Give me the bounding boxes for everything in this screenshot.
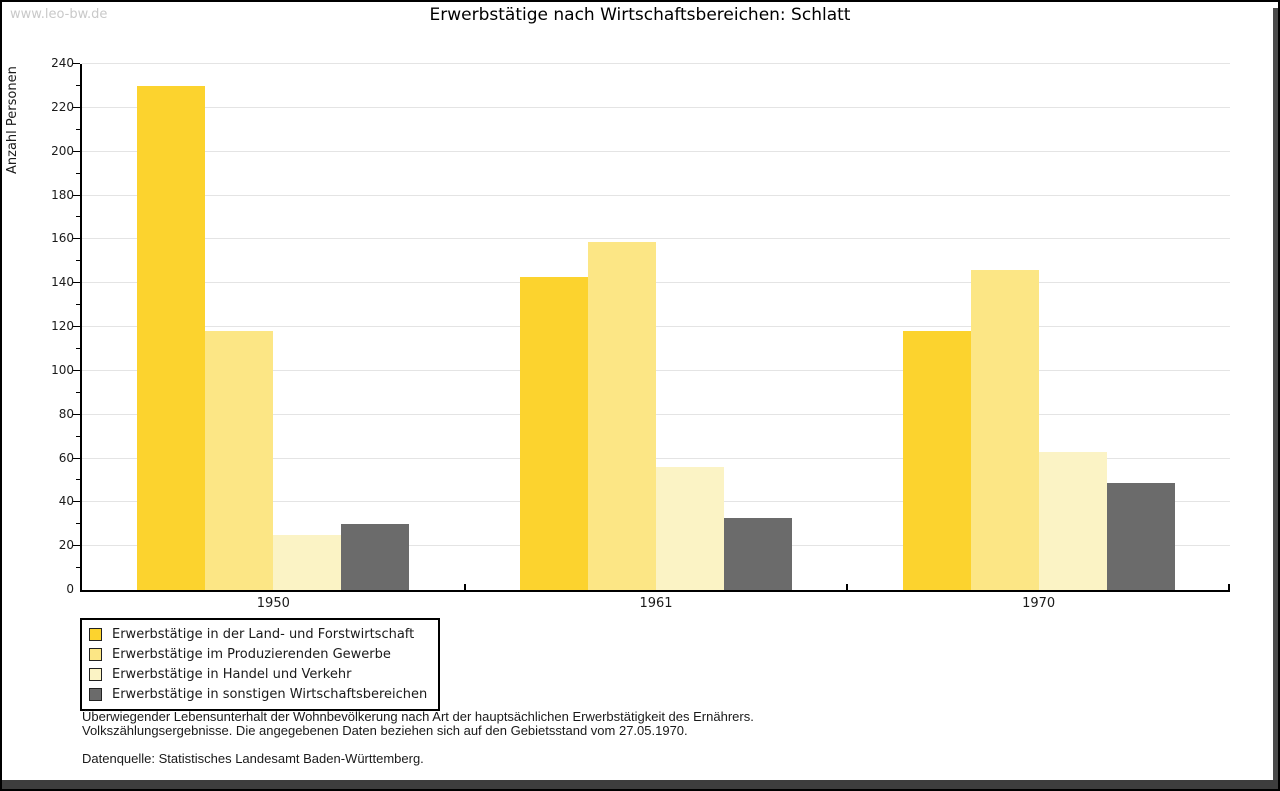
x-tick-label-1970: 1970 (1022, 596, 1056, 611)
x-boundary-tick-1 (463, 584, 466, 590)
bar-1961-series-1 (520, 276, 588, 590)
x-boundary-tick-2 (846, 584, 849, 590)
y-tick-label-20: 20 (58, 538, 74, 553)
gridline-200 (82, 150, 1230, 152)
y-tick-210 (76, 128, 80, 130)
legend-label-4: Erwerbstätige in sonstigen Wirtschaftsbe… (112, 686, 428, 702)
legend-item-1: Erwerbstätige in der Land- und Forstwirt… (89, 624, 427, 644)
bar-1950-series-1 (137, 85, 206, 590)
y-tick-20 (73, 545, 80, 547)
y-tick-label-220: 220 (51, 99, 74, 114)
gridline-220 (82, 106, 1230, 108)
y-tick-label-80: 80 (58, 406, 74, 421)
gridline-160 (82, 238, 1230, 240)
x-boundary-tick-end (1228, 584, 1230, 590)
legend-swatch-4 (89, 687, 102, 701)
chart-title: Erwerbstätige nach Wirtschaftsbereichen:… (429, 5, 851, 25)
gridline-60 (82, 457, 1230, 459)
bar-1961-series-3 (656, 467, 724, 590)
y-tick-140 (73, 282, 80, 284)
y-tick-190 (76, 172, 80, 174)
gridline-140 (82, 282, 1230, 284)
y-tick-label-40: 40 (58, 494, 74, 509)
y-tick-230 (76, 84, 80, 86)
bar-1970-series-3 (1038, 451, 1107, 590)
y-tick-60 (73, 457, 80, 459)
y-tick-180 (73, 194, 80, 196)
y-tick-70 (76, 435, 80, 437)
legend-label-3: Erwerbstätige in Handel und Verkehr (112, 666, 352, 682)
bar-1950-series-4 (341, 524, 410, 590)
legend-swatch-3 (89, 667, 102, 681)
gridline-180 (82, 194, 1230, 196)
x-tick-label-1961: 1961 (639, 596, 673, 611)
y-tick-150 (76, 260, 80, 262)
y-tick-110 (76, 347, 80, 349)
y-tick-label-0: 0 (66, 582, 74, 596)
gridline-80 (82, 413, 1230, 415)
footnote-line-2: Volkszählungsergebnisse. Die angegebenen… (82, 722, 688, 738)
footnote-block: Überwiegender Lebensunterhalt der Wohnbe… (82, 710, 754, 766)
frame-shadow-right (1273, 8, 1278, 789)
y-tick-label-100: 100 (51, 362, 74, 377)
y-tick-220 (73, 106, 80, 108)
gridline-120 (82, 326, 1230, 327)
x-tick-label-1950: 1950 (256, 596, 290, 611)
y-tick-label-140: 140 (51, 275, 74, 290)
bar-1950-series-3 (273, 535, 342, 590)
y-tick-130 (76, 304, 80, 306)
y-tick-label-200: 200 (51, 143, 74, 158)
legend-item-3: Erwerbstätige in Handel und Verkehr (89, 664, 427, 684)
y-tick-label-160: 160 (51, 231, 74, 246)
y-tick-50 (76, 479, 80, 481)
legend-item-2: Erwerbstätige im Produzierenden Gewerbe (89, 644, 427, 664)
legend-label-1: Erwerbstätige in der Land- und Forstwirt… (112, 626, 415, 642)
plot-area: 0 20 40 60 80 100 120 140 160 180 200 220 240 1950 196… (51, 56, 1230, 611)
legend-swatch-2 (89, 647, 102, 661)
y-tick-label-240: 240 (51, 56, 74, 70)
data-source-line: Datenquelle: Statistisches Landesamt Bad… (82, 751, 424, 766)
y-tick-90 (76, 391, 80, 393)
legend-box: Erwerbstätige in der Land- und Forstwirt… (80, 618, 441, 711)
bar-1970-series-1 (902, 331, 971, 590)
frame-shadow-bottom (2, 780, 1278, 789)
legend-label-2: Erwerbstätige im Produzierenden Gewerbe (112, 646, 391, 662)
y-tick-120 (73, 326, 80, 327)
bar-1950-series-2 (205, 331, 274, 590)
y-tick-30 (76, 523, 80, 525)
gridline-240 (82, 63, 1230, 64)
legend-item-4: Erwerbstätige in sonstigen Wirtschaftsbe… (89, 684, 427, 704)
watermark: www.leo-bw.de (10, 7, 108, 22)
footnote-line-1: Überwiegender Lebensunterhalt der Wohnbe… (82, 709, 754, 724)
y-tick-10 (76, 567, 80, 569)
y-tick-170 (76, 216, 80, 218)
y-tick-200 (73, 150, 80, 152)
y-tick-40 (73, 501, 80, 503)
y-tick-label-120: 120 (51, 319, 74, 333)
y-tick-100 (73, 369, 80, 371)
bar-1970-series-2 (970, 270, 1039, 590)
y-tick-label-180: 180 (51, 187, 74, 202)
y-tick-80 (73, 413, 80, 415)
bar-1961-series-4 (724, 517, 792, 590)
gridline-100 (82, 369, 1230, 371)
legend-swatch-1 (89, 627, 102, 641)
y-tick-label-60: 60 (58, 450, 74, 465)
bar-1970-series-4 (1106, 482, 1175, 590)
bar-1961-series-2 (588, 241, 656, 590)
y-tick-240 (73, 63, 80, 64)
y-tick-160 (73, 238, 80, 240)
